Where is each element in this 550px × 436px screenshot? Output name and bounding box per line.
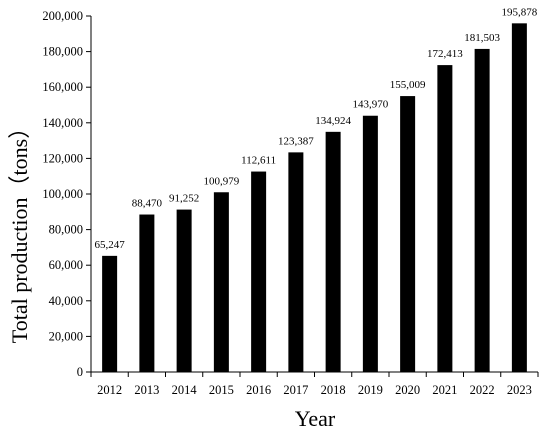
x-tick-label: 2021 bbox=[432, 383, 457, 397]
data-label: 172,413 bbox=[427, 48, 463, 60]
y-tick-label: 60,000 bbox=[49, 258, 83, 272]
y-tick-label: 80,000 bbox=[49, 223, 83, 237]
bar bbox=[102, 255, 118, 372]
bars bbox=[102, 23, 527, 373]
x-tick-label: 2022 bbox=[470, 383, 495, 397]
data-label: 134,924 bbox=[315, 115, 351, 127]
y-axis-title: Total production（tons） bbox=[7, 117, 32, 343]
bar bbox=[437, 65, 453, 372]
bar bbox=[213, 192, 229, 372]
bar bbox=[139, 214, 155, 372]
y-tick-label: 140,000 bbox=[42, 116, 83, 130]
data-label: 65,247 bbox=[95, 239, 126, 251]
x-tick-label: 2012 bbox=[97, 383, 122, 397]
bar bbox=[362, 115, 378, 372]
data-label: 112,611 bbox=[241, 155, 276, 167]
x-tick-label: 2019 bbox=[358, 383, 383, 397]
bar bbox=[325, 131, 341, 372]
x-tick-label: 2015 bbox=[209, 383, 234, 397]
data-label: 91,252 bbox=[169, 193, 199, 205]
y-tick-label: 100,000 bbox=[42, 187, 83, 201]
y-tick-label: 180,000 bbox=[42, 45, 83, 59]
x-tick-label: 2014 bbox=[172, 383, 198, 397]
x-tick-label: 2018 bbox=[321, 383, 346, 397]
bar bbox=[288, 152, 304, 372]
data-label: 123,387 bbox=[278, 135, 314, 147]
x-tick-label: 2023 bbox=[507, 383, 532, 397]
data-label: 100,979 bbox=[204, 175, 240, 187]
x-tick-label: 2013 bbox=[134, 383, 159, 397]
bar bbox=[474, 48, 490, 373]
data-label: 143,970 bbox=[353, 99, 389, 111]
y-tick-label: 20,000 bbox=[49, 329, 83, 343]
bar bbox=[251, 171, 267, 372]
x-tick-label: 2016 bbox=[246, 383, 271, 397]
data-label: 88,470 bbox=[132, 198, 163, 210]
y-axis: 0 20,000 40,000 60,000 80,000 100,000 120,000 1… bbox=[42, 9, 92, 379]
data-label: 155,009 bbox=[390, 79, 426, 91]
x-tick-label: 2017 bbox=[283, 383, 308, 397]
y-tick-label: 0 bbox=[77, 365, 83, 379]
y-tick-label: 160,000 bbox=[42, 80, 83, 94]
data-label: 181,503 bbox=[464, 32, 500, 44]
y-tick-label: 200,000 bbox=[42, 9, 83, 23]
x-tick-label: 2020 bbox=[395, 383, 420, 397]
bar bbox=[176, 209, 192, 372]
bar bbox=[400, 96, 416, 372]
y-tick-label: 40,000 bbox=[49, 294, 83, 308]
data-label: 195,878 bbox=[502, 6, 538, 18]
y-tick-label: 120,000 bbox=[42, 151, 83, 165]
bar bbox=[511, 23, 527, 373]
x-axis-title: Year bbox=[295, 406, 336, 431]
x-axis: 2012 2013 2014 2015 2016 2017 2018 2019 2020 2021… bbox=[90, 371, 539, 397]
